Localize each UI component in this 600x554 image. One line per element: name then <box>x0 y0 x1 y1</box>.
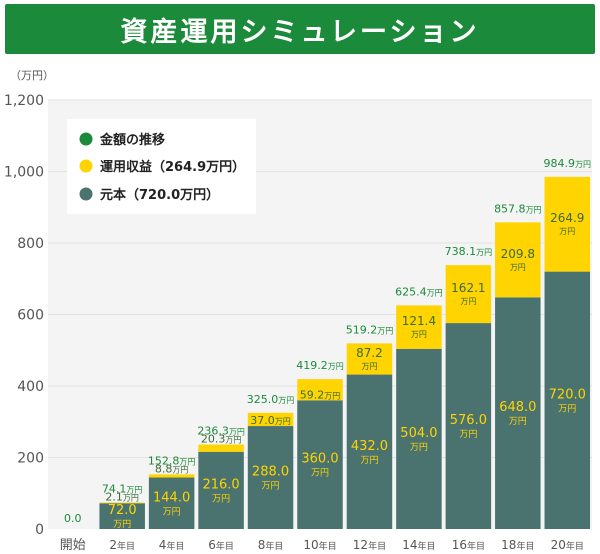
principal-unit-label: 万円 <box>163 506 181 517</box>
principal-unit-label: 万円 <box>360 455 378 466</box>
profit-unit-label: 万円 <box>559 227 575 236</box>
principal-unit-label: 万円 <box>509 416 527 427</box>
principal-value-label: 720.0 <box>549 387 586 402</box>
x-tick-label: 20年目 <box>551 538 584 552</box>
y-axis-unit-label: （万円） <box>10 69 54 82</box>
bar-principal <box>346 374 393 529</box>
profit-value-label: 59.2万円 <box>300 388 341 401</box>
bar-principal <box>148 477 195 529</box>
x-tick-label: 18年目 <box>501 538 534 552</box>
principal-value-label: 72.0 <box>108 503 137 518</box>
bar-profit <box>495 222 541 298</box>
x-tick-label: 6年目 <box>208 538 234 552</box>
title-banner: 資産運用シミュレーション <box>5 4 595 54</box>
bar-profit <box>148 474 195 478</box>
x-tick-label: 10年目 <box>303 538 336 552</box>
bar-profit <box>297 379 343 401</box>
principal-value-label: 576.0 <box>450 413 487 428</box>
total-value-label: 152.8万円 <box>148 454 196 467</box>
legend-marker <box>79 187 93 201</box>
principal-unit-label: 万円 <box>212 493 230 504</box>
bar-profit <box>247 412 294 427</box>
total-value-label: 236.3万円 <box>197 425 245 438</box>
bar-principal <box>544 271 591 529</box>
profit-unit-label: 万円 <box>411 330 427 339</box>
y-tick-label: 1,000 <box>4 165 44 181</box>
legend-box <box>67 119 256 214</box>
legend-label: 運用収益（264.9万円） <box>100 159 245 175</box>
x-tick-label: 4年目 <box>159 538 185 552</box>
total-value-label: 519.2万円 <box>346 323 394 336</box>
x-tick-label: 開始 <box>60 538 86 553</box>
x-tick-label: 12年目 <box>353 538 386 552</box>
bar-principal <box>99 503 145 529</box>
legend-label: 金額の推移 <box>99 132 165 148</box>
profit-value-label: 2.1万円 <box>105 491 139 504</box>
bar-principal <box>297 400 343 529</box>
profit-unit-label: 万円 <box>510 263 526 272</box>
total-value-label: 419.2万円 <box>296 359 344 372</box>
profit-value-label: 162.1 <box>451 281 485 295</box>
principal-value-label: 288.0 <box>252 465 289 480</box>
bar-profit <box>346 343 393 375</box>
bar-principal <box>198 451 244 529</box>
total-value-label: 738.1万円 <box>445 245 493 258</box>
bar-profit <box>198 444 244 452</box>
profit-value-label: 8.8万円 <box>155 462 189 475</box>
bar-principal <box>445 323 492 529</box>
principal-unit-label: 万円 <box>311 468 329 479</box>
legend-marker <box>79 132 93 146</box>
bar-profit <box>99 502 145 504</box>
y-tick-label: 0 <box>35 522 44 538</box>
profit-value-label: 87.2 <box>356 346 383 360</box>
principal-value-label: 216.0 <box>202 477 239 492</box>
x-tick-label: 2年目 <box>109 538 135 552</box>
y-tick-label: 200 <box>17 451 44 467</box>
bar-profit <box>544 176 591 272</box>
principal-unit-label: 万円 <box>459 429 477 440</box>
principal-value-label: 504.0 <box>400 426 437 441</box>
y-tick-label: 800 <box>17 236 44 252</box>
total-value-label: 0.0 <box>64 512 82 525</box>
bar-principal <box>396 348 442 529</box>
principal-value-label: 432.0 <box>351 439 388 454</box>
profit-value-label: 20.3万円 <box>201 433 242 446</box>
principal-value-label: 144.0 <box>153 490 190 505</box>
bar-profit <box>445 265 492 324</box>
profit-value-label: 37.0万円 <box>250 414 291 427</box>
principal-unit-label: 万円 <box>558 403 576 414</box>
page-title: 資産運用シミュレーション <box>120 16 480 48</box>
legend-label: 元本（720.0万円） <box>100 187 219 203</box>
legend-marker <box>79 159 93 173</box>
principal-unit-label: 万円 <box>262 481 280 492</box>
x-tick-label: 14年目 <box>402 538 435 552</box>
total-value-label: 74.1万円 <box>102 483 143 496</box>
total-value-label: 625.4万円 <box>395 285 443 298</box>
profit-unit-label: 万円 <box>361 362 377 371</box>
profit-unit-label: 万円 <box>460 297 476 306</box>
total-value-label: 984.9万円 <box>544 157 592 170</box>
y-tick-label: 400 <box>17 379 44 395</box>
principal-value-label: 360.0 <box>301 452 338 467</box>
principal-value-label: 648.0 <box>499 400 536 415</box>
x-tick-label: 8年目 <box>258 538 284 552</box>
x-tick-label: 16年目 <box>452 538 485 552</box>
principal-unit-label: 万円 <box>410 442 428 453</box>
total-value-label: 857.8万円 <box>494 202 542 215</box>
profit-value-label: 121.4 <box>402 314 436 328</box>
total-value-label: 325.0万円 <box>247 393 295 406</box>
bar-principal <box>495 297 541 529</box>
y-tick-label: 600 <box>17 308 44 324</box>
profit-value-label: 209.8 <box>501 247 535 261</box>
principal-unit-label: 万円 <box>113 519 131 530</box>
y-tick-label: 1,200 <box>4 93 44 109</box>
bar-principal <box>247 426 294 529</box>
profit-value-label: 264.9 <box>550 211 584 225</box>
bar-profit <box>396 305 442 349</box>
